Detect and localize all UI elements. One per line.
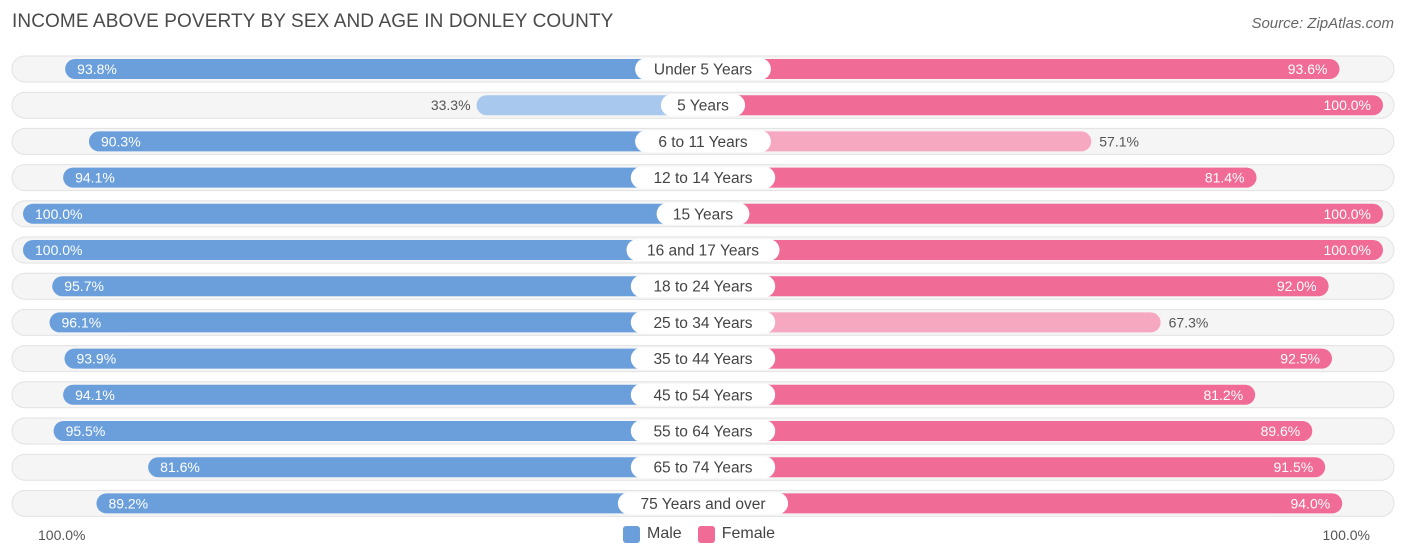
bar-male [96,493,703,514]
data-label-female: 93.6% [1288,61,1328,77]
bar-male [65,59,703,79]
category-pill [626,239,780,261]
category-pill [630,311,776,334]
data-label-female: 100.0% [1324,242,1371,258]
legend-female-swatch [697,525,715,543]
data-label-male: 81.6% [160,459,200,475]
data-label-male: 100.0% [35,242,82,258]
category-label: 18 to 24 Years [653,279,752,296]
bar-male [148,457,703,478]
data-label-female: 67.3% [1169,314,1209,330]
bar-male [23,203,703,224]
legend-male[interactable]: Male [623,525,682,543]
data-label-male: 94.1% [75,170,115,186]
data-label-male: 95.5% [66,423,106,439]
data-label-female: 94.0% [1290,495,1330,511]
data-label-female: 57.1% [1099,133,1139,149]
bar-female [703,421,1313,441]
category-pill [630,275,776,298]
data-label-male: 93.8% [77,61,117,77]
data-label-female: 100.0% [1324,206,1371,222]
data-label-female: 100.0% [1324,97,1371,113]
bar-male [64,348,704,369]
bar-female [703,493,1343,514]
category-pill [635,130,771,153]
source-credit: Source: ZipAtlas.com [1251,15,1394,32]
legend-male-label: Male [647,525,682,542]
bar-female [703,384,1256,405]
category-label: 16 and 17 Years [647,243,759,260]
category-pill [660,94,746,117]
data-label-male: 95.7% [64,278,104,294]
category-pill [630,166,776,189]
bar-female [703,95,1383,116]
legend: Male Female [0,523,1406,545]
bar-female [703,203,1383,224]
axis-left-label: 100.0% [38,527,86,543]
bar-female [703,59,1340,79]
category-label: 75 Years and over [641,496,766,513]
category-label: 55 to 64 Years [653,424,752,441]
data-label-female: 92.0% [1277,278,1317,294]
bar-male [49,312,703,333]
category-label: 5 Years [677,98,729,115]
data-label-male: 96.1% [62,314,102,330]
bar-male [53,421,704,441]
bar-female [703,348,1332,369]
bar-male [476,95,703,116]
legend-female[interactable]: Female [697,525,776,543]
category-label: 25 to 34 Years [653,315,752,332]
legend-male-swatch [623,525,640,543]
bar-male [63,384,704,405]
bar-male [52,276,704,297]
category-pill [630,383,776,406]
chart: 93.8% 93.6% Under 5 Years 33.3% 100.0% 5 Year… [11,55,1395,517]
category-label: 45 to 54 Years [653,387,752,404]
data-label-male: 93.9% [76,351,116,367]
data-label-male: 100.0% [35,206,82,222]
data-label-male: 94.1% [75,387,115,403]
category-label: 15 Years [673,206,734,223]
category-pill [630,456,776,479]
bar-female [703,131,1092,152]
bar-male [88,131,703,152]
data-label-male: 89.2% [108,495,148,511]
chart-title: INCOME ABOVE POVERTY BY SEX AND AGE IN D… [12,11,614,32]
category-pill [635,58,771,80]
category-pill [656,202,750,225]
bar-male [23,240,703,260]
category-label: 65 to 74 Years [653,460,752,477]
category-pill [630,420,776,442]
data-label-female: 91.5% [1273,459,1313,475]
bar-male [63,167,704,188]
bar-female [703,457,1326,478]
category-label: Under 5 Years [654,62,752,79]
bar-female [703,167,1257,188]
category-label: 12 to 14 Years [653,170,752,187]
data-label-female: 81.4% [1205,170,1245,186]
category-label: 35 to 44 Years [653,351,752,368]
bar-female [703,240,1383,260]
data-label-female: 92.5% [1280,351,1320,367]
data-label-male: 33.3% [431,97,471,113]
category-label: 6 to 11 Years [658,134,748,151]
legend-female-label: Female [721,525,776,542]
data-label-female: 81.2% [1203,387,1243,403]
data-label-female: 89.6% [1261,423,1301,439]
bar-female [703,312,1161,333]
axis-right-label: 100.0% [1322,527,1370,543]
category-pill [630,347,776,370]
bar-female [703,276,1329,297]
data-label-male: 90.3% [101,133,141,149]
category-pill [617,492,789,515]
